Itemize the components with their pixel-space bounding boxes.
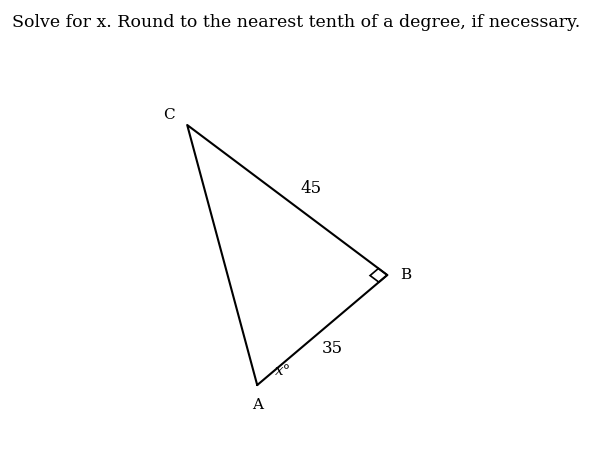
Text: 35: 35 — [322, 339, 343, 357]
Text: C: C — [163, 108, 175, 122]
Text: B: B — [400, 268, 411, 282]
Text: Solve for x. Round to the nearest tenth of a degree, if necessary.: Solve for x. Round to the nearest tenth … — [12, 14, 580, 31]
Text: x°: x° — [275, 364, 291, 378]
Text: A: A — [252, 398, 262, 412]
Text: 45: 45 — [301, 180, 322, 196]
